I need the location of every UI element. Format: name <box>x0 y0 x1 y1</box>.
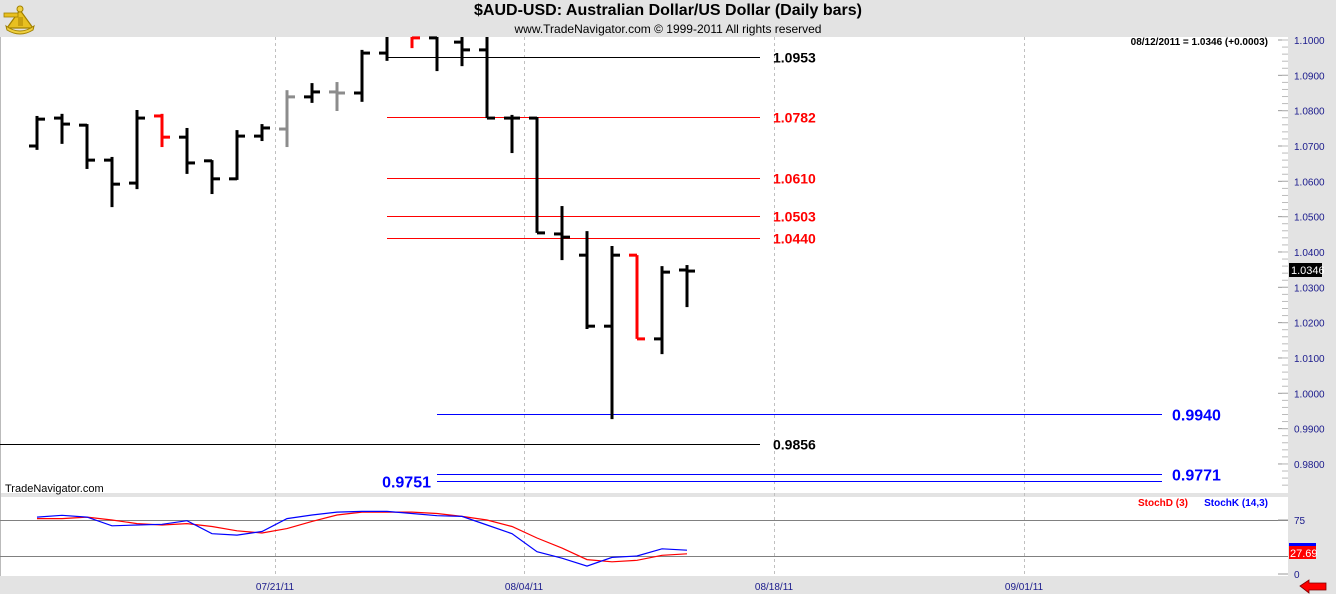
stoch-last-value: 27.69 <box>1290 548 1318 560</box>
price-level-label: 0.9856 <box>773 437 816 453</box>
price-tick-label: 1.0000 <box>1294 389 1325 400</box>
ohlc-bar <box>279 90 295 148</box>
ohlc-bars <box>29 36 695 420</box>
date-tick-label: 07/21/11 <box>256 582 295 593</box>
price-tick-label: 1.0600 <box>1294 177 1325 188</box>
chart-subtitle: www.TradeNavigator.com © 1999-2011 All r… <box>514 22 822 36</box>
price-level-label: 1.0503 <box>773 209 816 225</box>
ohlc-bar <box>104 156 120 208</box>
chart-title: $AUD-USD: Australian Dollar/US Dollar (D… <box>474 2 862 19</box>
stochk-tag <box>1289 543 1316 546</box>
ohlc-bar <box>654 266 670 355</box>
stochastic-panel[interactable] <box>0 497 1288 576</box>
price-tick-label: 1.0700 <box>1294 142 1325 153</box>
price-panel[interactable] <box>0 37 1288 493</box>
date-tick-label: 09/01/11 <box>1005 582 1044 593</box>
price-axis[interactable]: 1.1000 1.0900 1.0800 1.0700 1.0600 1.0500 1.04… <box>1278 36 1325 486</box>
ohlc-bar <box>179 127 195 174</box>
ohlc-bar <box>129 109 145 190</box>
price-level-label: 1.0440 <box>773 231 816 247</box>
ohlc-bar <box>504 114 520 154</box>
ohlc-bar <box>254 124 270 142</box>
price-tick-label: 1.0500 <box>1294 213 1325 224</box>
price-tick-label: 0.9900 <box>1294 425 1325 436</box>
ohlc-bar <box>204 159 220 195</box>
last-price-tag <box>1289 263 1322 277</box>
price-tick-label: 1.0900 <box>1294 71 1325 82</box>
stoch-reference-lines <box>0 520 1288 557</box>
ohlc-bar <box>579 231 595 329</box>
price-tick-label: 1.0200 <box>1294 319 1325 330</box>
ohlc-bar <box>454 37 470 67</box>
ohlc-bar <box>604 245 620 420</box>
stochd-tag <box>1289 546 1316 559</box>
ohlc-bar <box>429 36 439 72</box>
stochastic-lines <box>36 510 688 567</box>
stoch-tick-label: 0 <box>1294 570 1300 581</box>
stoch-tick-label: 75 <box>1294 516 1306 527</box>
sextant-logo-icon <box>3 5 35 35</box>
legend-stochk: StochK (14,3) <box>1204 498 1268 509</box>
date-tick-label: 08/04/11 <box>505 582 544 593</box>
watermark: TradeNavigator.com <box>5 483 104 495</box>
ohlc-bar <box>379 37 389 61</box>
price-levels: 1.0953 1.0782 1.0610 1.0503 1.0440 0.9940 0.98… <box>0 50 1221 492</box>
ohlc-bar <box>479 37 495 120</box>
price-tick-label: 1.0800 <box>1294 107 1325 118</box>
price-tick-label: 0.9800 <box>1294 460 1325 471</box>
stochk-line <box>36 510 688 567</box>
price-level-label: 0.9771 <box>1172 468 1221 485</box>
stochd-line <box>37 511 688 563</box>
price-level-label: 1.0782 <box>773 110 816 126</box>
price-tick-label: 1.0300 <box>1294 283 1325 294</box>
ohlc-bar <box>54 113 70 144</box>
ohlc-bar <box>679 265 695 308</box>
date-tick-label: 08/18/11 <box>755 582 794 593</box>
ohlc-bar <box>154 113 170 148</box>
ohlc-bar <box>229 130 245 181</box>
price-level-label: 1.0953 <box>773 50 816 66</box>
price-level-label: 1.0610 <box>773 171 816 187</box>
ohlc-bar <box>410 36 420 49</box>
last-price-value: 1.0346 <box>1291 265 1325 277</box>
ohlc-bar <box>629 253 645 341</box>
stoch-axis[interactable]: 75 0 <box>1278 516 1306 581</box>
ohlc-bar <box>354 49 370 102</box>
price-tick-label: 1.0100 <box>1294 354 1325 365</box>
price-level-label: 0.9751 <box>382 475 431 492</box>
red-left-arrow-icon[interactable] <box>1299 579 1327 594</box>
ohlc-bar <box>29 115 45 150</box>
price-tick-label: 1.0400 <box>1294 248 1325 259</box>
ohlc-bar <box>304 83 320 103</box>
ohlc-bar <box>554 206 570 261</box>
price-readout: 08/12/2011 = 1.0346 (+0.0003) <box>1131 37 1268 48</box>
ohlc-bar <box>529 116 545 235</box>
price-level-label: 0.9940 <box>1172 408 1221 425</box>
date-axis[interactable]: 07/21/11 08/04/11 08/18/11 09/01/11 <box>256 582 1044 593</box>
legend-stochd: StochD (3) <box>1138 498 1188 509</box>
ohlc-bar <box>329 82 345 112</box>
price-tick-label: 1.1000 <box>1294 36 1325 47</box>
ohlc-bar <box>79 123 95 169</box>
chart-header: $AUD-USD: Australian Dollar/US Dollar (D… <box>0 0 1336 37</box>
